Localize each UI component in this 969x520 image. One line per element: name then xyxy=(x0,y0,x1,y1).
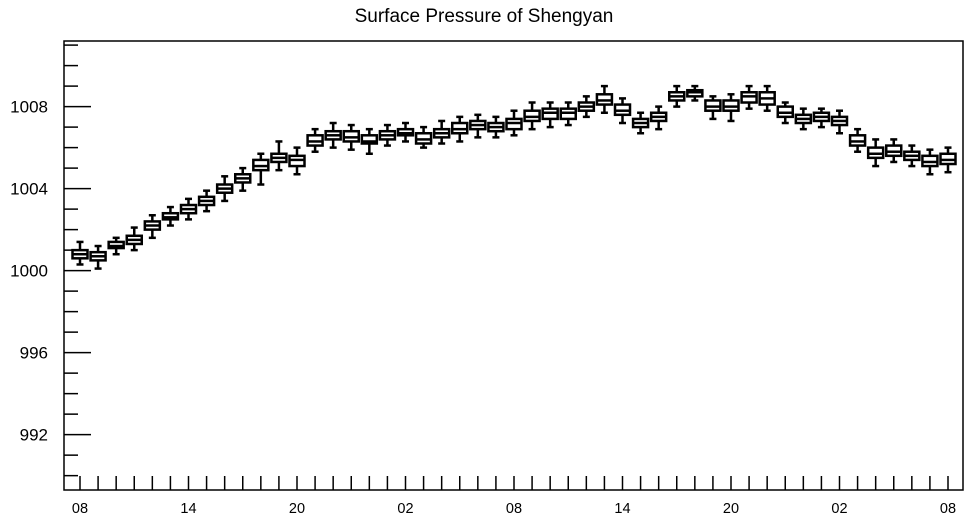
chart-title: Surface Pressure of Shengyan xyxy=(355,6,614,27)
box-plot-item xyxy=(179,197,198,221)
box-plot-item xyxy=(451,115,469,143)
y-tick-label: 992 xyxy=(20,426,48,445)
box-plot-item xyxy=(758,84,776,112)
x-tick-label: 02 xyxy=(831,501,847,517)
box-plot-item xyxy=(722,93,740,123)
plot-frame xyxy=(63,40,964,491)
box-plot-item xyxy=(523,101,541,131)
box-plot-item xyxy=(270,140,288,172)
x-tick-label: 14 xyxy=(614,501,630,517)
box-plot-item xyxy=(342,123,360,151)
box-plot-item xyxy=(921,148,939,176)
box-plot-item xyxy=(577,95,596,119)
box-plot-item xyxy=(71,240,89,266)
box-plot-item xyxy=(541,101,559,129)
box-plot-item xyxy=(686,84,704,102)
box-plot-item xyxy=(704,95,722,121)
y-tick-label: 1004 xyxy=(10,180,48,199)
box-plot-item xyxy=(197,189,216,213)
box-plot-item xyxy=(288,146,306,176)
box-plot-item xyxy=(939,146,957,174)
box-plot-item xyxy=(432,119,451,145)
box-plot-item xyxy=(487,115,505,139)
y-tick-label: 1008 xyxy=(10,98,48,117)
box-plot-item xyxy=(215,175,234,203)
box-plot-item xyxy=(252,152,270,186)
box-plot-item xyxy=(360,127,379,156)
x-tick-label: 02 xyxy=(397,501,413,517)
box-plot-item xyxy=(776,101,794,125)
box-plot-series xyxy=(71,84,957,270)
box-plot-item xyxy=(740,84,758,110)
box-plot-item xyxy=(505,109,523,137)
box-plot-item xyxy=(794,107,813,131)
box-plot-item xyxy=(595,84,614,115)
box-plot-item xyxy=(161,205,180,227)
box-plot-item xyxy=(107,236,125,256)
box-plot-item xyxy=(631,111,650,135)
box-plot-item xyxy=(324,121,342,149)
box-plot-item xyxy=(830,109,849,135)
box-plot-item xyxy=(668,84,686,108)
box-plot-item xyxy=(89,244,107,270)
box-plot-item xyxy=(885,138,903,164)
box-plot-item xyxy=(812,107,831,129)
box-plot-item xyxy=(234,166,252,192)
x-tick-label: 20 xyxy=(723,501,739,517)
box-plot-item xyxy=(143,214,162,240)
box-plot-item xyxy=(903,144,921,168)
x-tick-label: 08 xyxy=(940,501,956,517)
x-tick-label: 20 xyxy=(289,501,305,517)
box-plot-item xyxy=(396,121,415,143)
box-plot-item xyxy=(469,113,487,139)
iqr-box xyxy=(360,134,379,145)
box-plot-item xyxy=(613,97,632,125)
box-plot-item xyxy=(378,123,397,147)
x-tick-label: 14 xyxy=(180,501,196,517)
box-plot-item xyxy=(306,127,324,153)
box-plot-item xyxy=(559,101,577,127)
box-plot-item xyxy=(125,226,143,252)
x-tick-label: 08 xyxy=(506,501,522,517)
y-axis: 992 996 1000 1004 1008 xyxy=(10,44,91,477)
box-plot-item xyxy=(649,105,668,131)
y-tick-label: 996 xyxy=(20,344,48,363)
x-tick-label: 08 xyxy=(72,501,88,517)
box-plot-item xyxy=(866,138,885,168)
x-axis: 08 14 20 02 08 14 20 02 08 xyxy=(72,476,956,517)
box-plot-item xyxy=(848,127,867,153)
y-tick-label: 1000 xyxy=(10,262,48,281)
box-plot-item xyxy=(414,125,433,149)
